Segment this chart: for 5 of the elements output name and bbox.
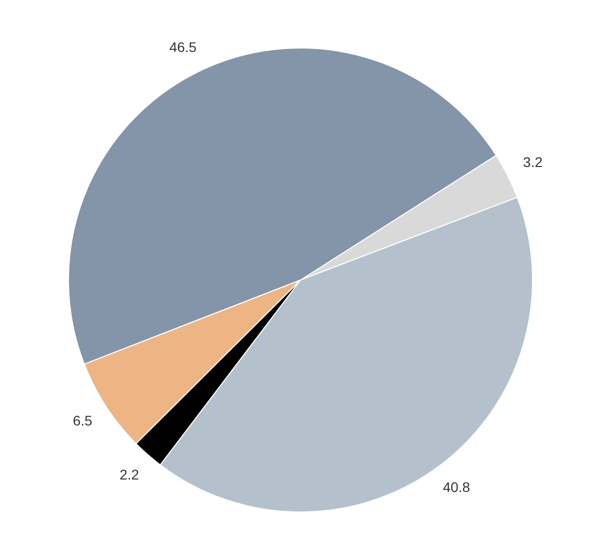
data-label: 2.2 xyxy=(120,466,140,483)
data-label: 46.5 xyxy=(169,38,197,55)
data-label: 40.8 xyxy=(442,478,470,495)
data-label: 6.5 xyxy=(72,412,92,429)
data-label: 3.2 xyxy=(523,154,543,170)
